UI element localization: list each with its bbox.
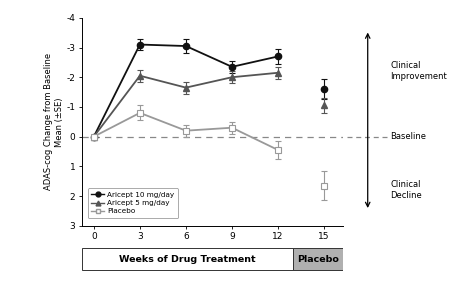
Text: Weeks of Drug Treatment: Weeks of Drug Treatment xyxy=(119,255,256,264)
Text: Clinical
Improvement: Clinical Improvement xyxy=(391,61,447,81)
Bar xyxy=(82,248,294,271)
Text: Placebo: Placebo xyxy=(297,255,339,264)
Text: Baseline: Baseline xyxy=(391,132,426,141)
Y-axis label: ADAS-cog Change from Baseline
Mean (±SE): ADAS-cog Change from Baseline Mean (±SE) xyxy=(44,53,63,190)
Text: Clinical
Decline: Clinical Decline xyxy=(391,180,422,200)
Legend: Aricept 10 mg/day, Aricept 5 mg/day, Placebo: Aricept 10 mg/day, Aricept 5 mg/day, Pla… xyxy=(88,188,178,218)
Bar xyxy=(294,248,343,271)
